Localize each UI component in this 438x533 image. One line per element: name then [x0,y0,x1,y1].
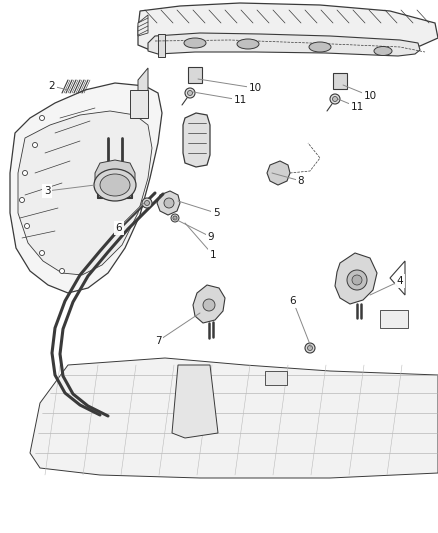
Circle shape [39,251,45,255]
Polygon shape [172,365,218,438]
Polygon shape [157,191,180,215]
Polygon shape [138,68,148,93]
Text: 5: 5 [178,201,219,218]
Polygon shape [138,3,438,50]
Text: 7: 7 [155,313,200,346]
Circle shape [185,88,195,98]
Circle shape [164,198,174,208]
Circle shape [187,91,192,95]
Polygon shape [158,34,165,57]
Text: 11: 11 [338,99,364,112]
Circle shape [32,142,38,148]
Circle shape [39,116,45,120]
Polygon shape [10,83,162,293]
Circle shape [330,94,340,104]
Text: 10: 10 [343,85,377,101]
Circle shape [173,216,177,220]
Circle shape [142,198,152,208]
Bar [130,90,148,118]
Circle shape [145,200,149,206]
Text: 6: 6 [116,203,144,233]
Circle shape [332,96,338,101]
Text: 3: 3 [44,185,95,196]
Circle shape [305,343,315,353]
Text: 2: 2 [49,81,68,91]
Polygon shape [18,111,152,275]
Polygon shape [267,161,290,185]
Ellipse shape [94,169,136,201]
Circle shape [25,223,29,229]
Bar [380,310,408,328]
Text: 4: 4 [370,276,403,295]
Polygon shape [95,160,135,188]
Polygon shape [335,253,377,304]
Polygon shape [193,285,225,323]
Bar [265,371,287,385]
Ellipse shape [184,38,206,48]
Polygon shape [30,358,438,478]
Circle shape [20,198,25,203]
Text: 9: 9 [173,218,214,242]
Ellipse shape [237,39,259,49]
Ellipse shape [309,42,331,52]
Ellipse shape [100,174,130,196]
Bar [188,67,202,83]
Circle shape [347,270,367,290]
Circle shape [60,269,64,273]
Bar [333,73,347,89]
Text: 6: 6 [290,296,311,347]
Polygon shape [148,33,420,56]
Circle shape [203,299,215,311]
Text: 1: 1 [185,223,216,260]
Polygon shape [183,113,210,167]
Ellipse shape [374,46,392,55]
Circle shape [307,345,312,351]
Text: 8: 8 [272,173,304,186]
Text: 10: 10 [198,79,261,93]
Circle shape [22,171,28,175]
Circle shape [171,214,179,222]
Text: 11: 11 [193,92,247,105]
Polygon shape [138,15,148,36]
Circle shape [352,275,362,285]
